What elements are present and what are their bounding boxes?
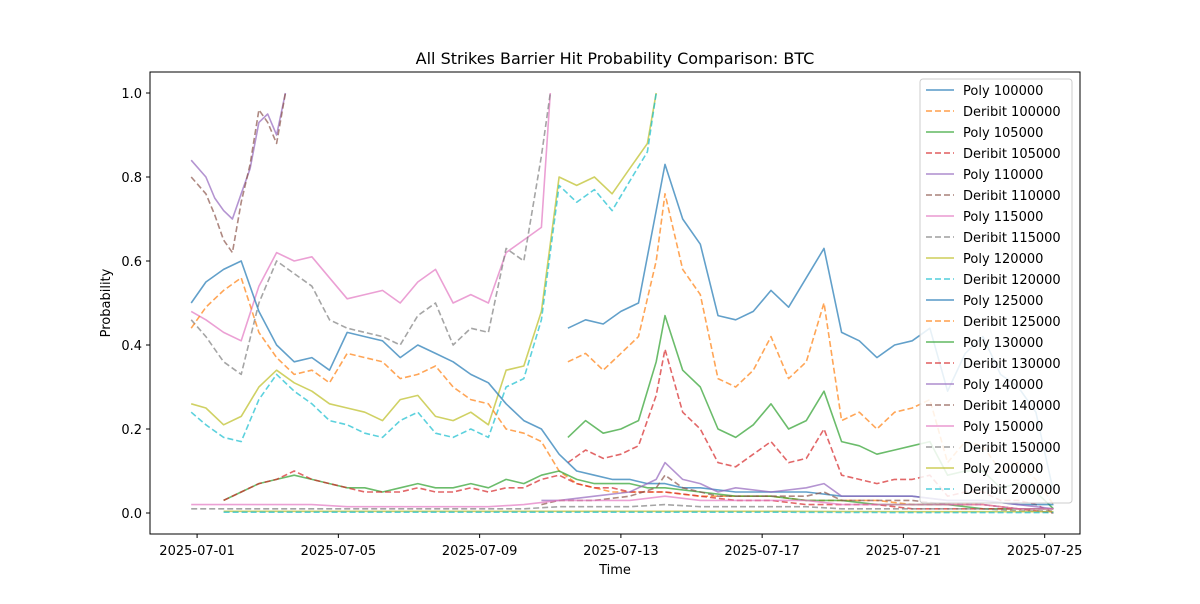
x-tick-label: 2025-07-21 <box>866 544 942 559</box>
legend-label: Poly 125000 <box>963 294 1043 309</box>
x-tick-label: 2025-07-17 <box>724 544 800 559</box>
legend-box <box>920 79 1072 503</box>
x-tick-label: 2025-07-05 <box>301 544 377 559</box>
legend-label: Deribit 115000 <box>963 231 1061 246</box>
series-line-8 <box>191 93 656 425</box>
y-tick-label: 0.4 <box>121 339 142 354</box>
x-tick-label: 2025-07-25 <box>1007 544 1083 559</box>
series-line-9 <box>191 93 656 442</box>
legend-label: Deribit 120000 <box>963 273 1061 288</box>
x-tick-label: 2025-07-01 <box>159 544 235 559</box>
series-line-5 <box>191 93 285 253</box>
x-axis-label: Time <box>598 563 631 578</box>
legend: Poly 100000 Deribit 100000 Poly 105000 Deri… <box>920 79 1072 503</box>
legend-label: Poly 150000 <box>963 420 1043 435</box>
legend-label: Deribit 150000 <box>963 441 1061 456</box>
legend-label: Deribit 200000 <box>963 483 1061 498</box>
legend-label: Deribit 105000 <box>963 147 1061 162</box>
y-tick-label: 0.0 <box>121 507 142 522</box>
x-axis: 2025-07-01 2025-07-05 2025-07-09 2025-07-13… <box>159 534 1082 559</box>
y-tick-label: 0.2 <box>121 423 142 438</box>
x-tick-label: 2025-07-09 <box>442 544 518 559</box>
legend-label: Poly 130000 <box>963 336 1043 351</box>
legend-label: Deribit 140000 <box>963 399 1061 414</box>
legend-label: Deribit 100000 <box>963 105 1061 120</box>
legend-label: Poly 115000 <box>963 210 1043 225</box>
x-tick-label: 2025-07-13 <box>583 544 659 559</box>
legend-label: Poly 120000 <box>963 252 1043 267</box>
series-line-4 <box>191 93 285 219</box>
legend-label: Poly 140000 <box>963 378 1043 393</box>
legend-label: Deribit 130000 <box>963 357 1061 372</box>
legend-label: Poly 100000 <box>963 84 1043 99</box>
legend-label: Deribit 125000 <box>963 315 1061 330</box>
y-tick-label: 0.6 <box>121 255 142 270</box>
legend-label: Poly 105000 <box>963 126 1043 141</box>
y-tick-label: 0.8 <box>121 171 142 186</box>
y-axis-label: Probability <box>99 268 114 337</box>
y-axis: 0.0 0.2 0.4 0.6 0.8 1.0 <box>121 87 150 522</box>
legend-label: Poly 200000 <box>963 462 1043 477</box>
legend-label: Deribit 110000 <box>963 189 1061 204</box>
series-line-7 <box>191 93 550 374</box>
chart-title: All Strikes Barrier Hit Probability Comp… <box>416 49 815 68</box>
series-line-6 <box>191 93 550 341</box>
legend-label: Poly 110000 <box>963 168 1043 183</box>
y-tick-label: 1.0 <box>121 87 142 102</box>
